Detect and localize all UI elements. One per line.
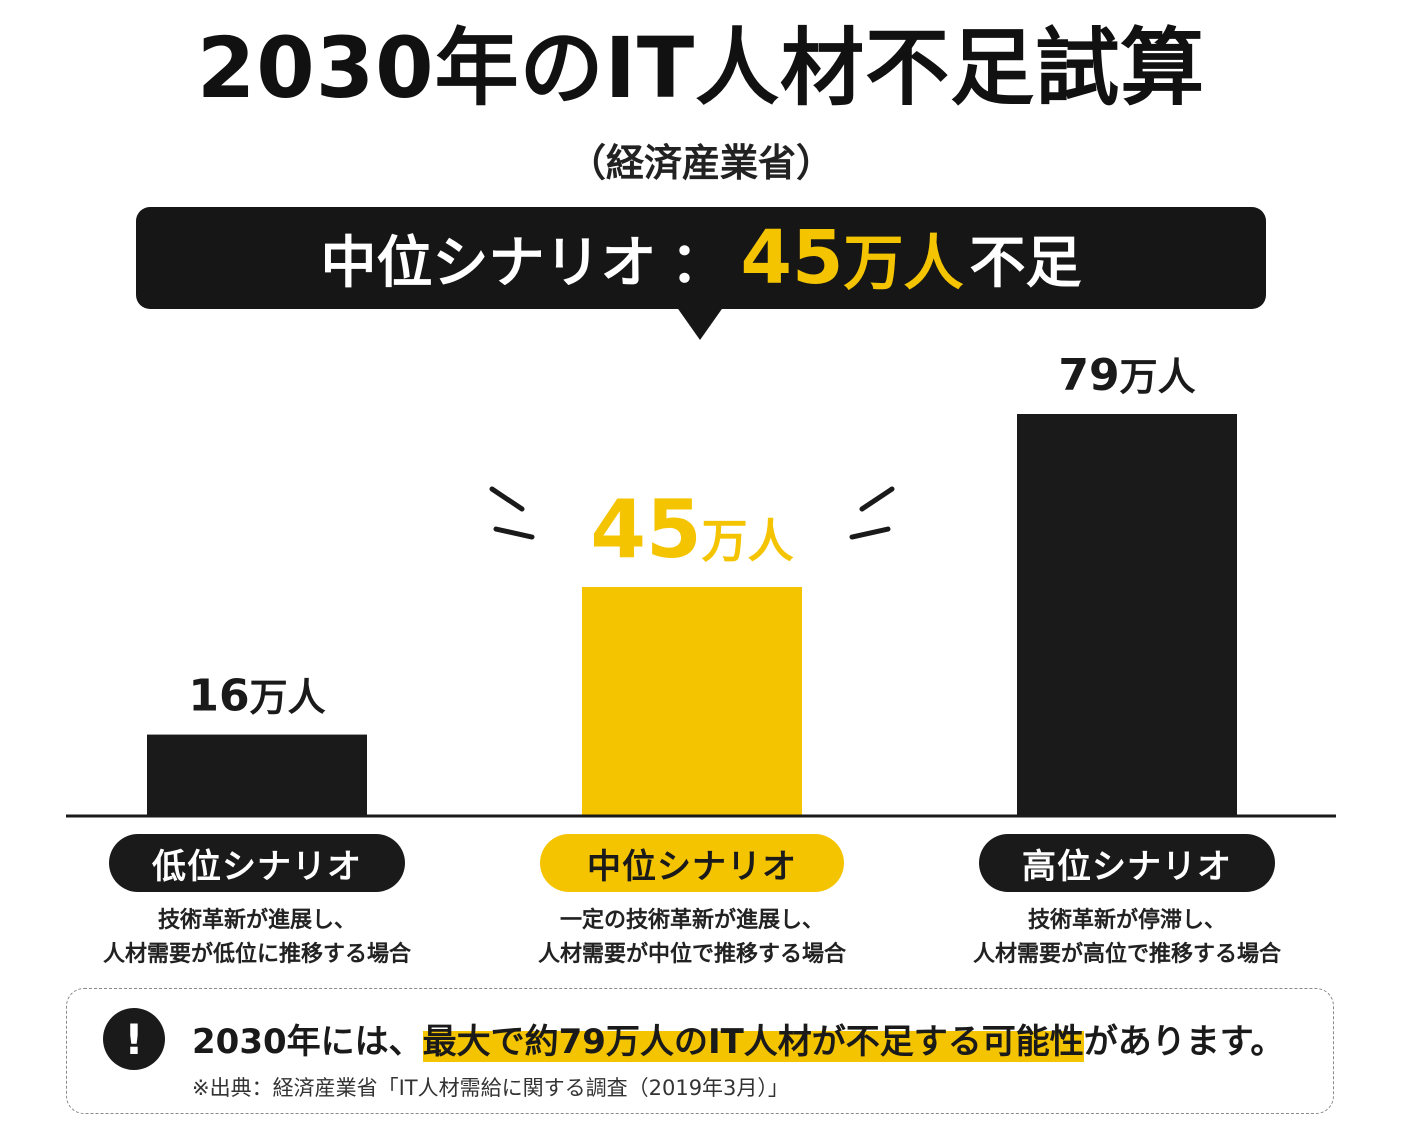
bar-1 — [147, 734, 367, 816]
note-highlight: 最大で約79万人のIT人材が不足する可能性 — [422, 1022, 1084, 1062]
note-suffix: があります。 — [1083, 1022, 1285, 1062]
summary-banner: 中位シナリオ ： 45 万人 不足 — [136, 207, 1266, 309]
value-label-2: 45万人 — [590, 483, 793, 576]
banner-unit: 万人 — [843, 228, 964, 299]
page-title: 2030年のIT人材不足試算 — [196, 19, 1206, 117]
source-citation: ※出典：経済産業省「IT人材需給に関する調査（2019年3月）」 — [192, 1076, 789, 1100]
note-box — [66, 988, 1334, 1114]
banner-colon: ： — [670, 230, 727, 296]
description-line: 人材需要が高位で推移する場合 — [972, 942, 1281, 967]
description-line: 一定の技術革新が進展し、 — [559, 908, 824, 933]
description-line: 人材需要が低位に推移する場合 — [102, 942, 411, 967]
category-description-1: 技術革新が進展し、人材需要が低位に推移する場合 — [37, 904, 477, 972]
bar-3 — [1017, 414, 1237, 816]
page-subtitle: （経済産業省） — [567, 141, 834, 185]
value-label-3: 79万人 — [1058, 350, 1195, 401]
emphasis-mark-3 — [859, 486, 895, 512]
description-line: 人材需要が中位で推移する場合 — [537, 942, 846, 967]
banner-value: 45 — [740, 215, 844, 301]
emphasis-mark-4 — [849, 526, 891, 540]
banner-pointer — [676, 306, 724, 340]
category-description-2: 一定の技術革新が進展し、 人材需要が中位で推移する場合 — [472, 904, 912, 972]
value-label-1: 16万人 — [188, 671, 325, 722]
note-text: 2030年には、最大で約79万人のIT人材が不足する可能性があります。 — [192, 1014, 1284, 1063]
exclamation-icon: ! — [103, 1008, 165, 1070]
description-line: 技術革新が進展し、 — [157, 908, 356, 933]
description-line: 技術革新が停滞し、 — [1027, 908, 1226, 933]
emphasis-mark-1 — [489, 486, 525, 512]
banner-suffix: 不足 — [969, 230, 1082, 296]
category-description-3: 技術革新が停滞し、人材需要が高位で推移する場合 — [907, 904, 1347, 972]
note-prefix: 2030年には、 — [192, 1022, 423, 1062]
emphasis-mark-2 — [493, 526, 535, 540]
bar-2 — [582, 587, 802, 816]
category-label-3: 高位シナリオ — [979, 834, 1275, 892]
banner-label: 中位シナリオ — [320, 230, 657, 296]
category-label-1: 低位シナリオ — [109, 834, 405, 892]
category-label-2: 中位シナリオ — [540, 834, 844, 892]
